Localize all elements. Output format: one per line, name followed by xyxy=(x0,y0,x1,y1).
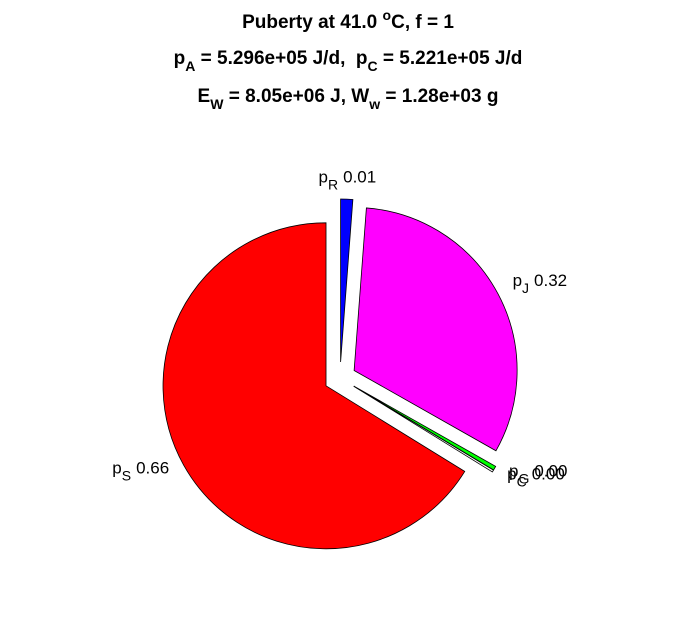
slice-label: pS 0.66 xyxy=(112,458,169,483)
pie-slice xyxy=(353,207,518,452)
label-sub: C xyxy=(517,474,527,490)
title-text: p xyxy=(174,48,186,69)
pie-slice xyxy=(353,385,494,473)
title-sub: W xyxy=(210,96,224,112)
title-line: EW = 8.05e+06 J, Ww = 1.28e+03 g xyxy=(198,86,499,112)
title-sub: w xyxy=(368,96,380,112)
title-line: Puberty at 41.0 oC, f = 1 xyxy=(242,7,454,33)
label-value: 0.32 xyxy=(534,271,567,290)
slice-label: pG 0.00 xyxy=(509,462,567,487)
title-line: pA = 5.296e+05 J/d, pC = 5.221e+05 J/d xyxy=(174,48,523,74)
label-sub: G xyxy=(518,471,529,487)
title-text: = 5.221e+05 J/d xyxy=(378,48,523,69)
title-text: = 1.28e+03 g xyxy=(380,86,498,107)
label-name: p xyxy=(112,458,121,477)
label-sub: S xyxy=(122,467,131,483)
label-name: p xyxy=(513,271,522,290)
title-text: E xyxy=(198,86,211,107)
label-name: p xyxy=(319,168,328,187)
title-text: Puberty at 41.0 xyxy=(242,12,382,33)
pie-slice xyxy=(340,198,354,363)
slice-label: pC 0.00 xyxy=(507,465,565,490)
label-value: 0.01 xyxy=(343,168,376,187)
title-text: C, f = 1 xyxy=(391,12,454,33)
label-value: 0.00 xyxy=(534,462,567,481)
label-value: 0.66 xyxy=(136,458,169,477)
title-sub: A xyxy=(185,58,195,74)
slice-label: pR 0.01 xyxy=(319,168,377,193)
label-sub: R xyxy=(328,177,338,193)
title-text: = 5.296e+05 J/d, p xyxy=(195,48,367,69)
slice-label: pJ 0.32 xyxy=(513,271,568,296)
title-text: = 8.05e+06 J, W xyxy=(223,86,369,107)
title-sub: C xyxy=(368,58,378,74)
label-name: p xyxy=(509,462,518,481)
label-value: 0.00 xyxy=(532,465,565,484)
title-sup: o xyxy=(383,7,392,23)
label-name: p xyxy=(507,465,516,484)
label-sub: J xyxy=(522,280,529,296)
pie-slice xyxy=(162,222,466,550)
